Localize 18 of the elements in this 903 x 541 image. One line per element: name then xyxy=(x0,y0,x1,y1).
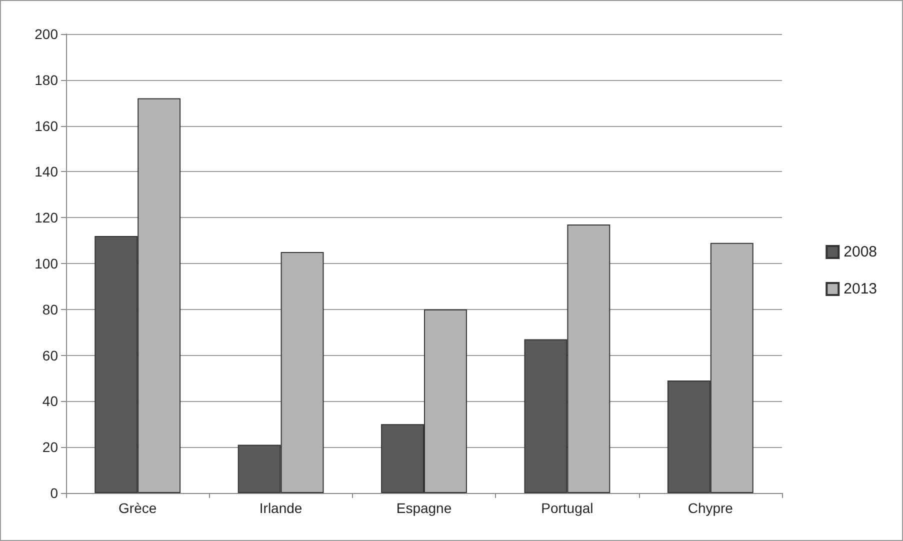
x-tick-label: Grèce xyxy=(118,500,157,516)
y-tick-label: 160 xyxy=(34,118,58,134)
y-tick-label: 80 xyxy=(42,301,58,318)
y-tick-label: 60 xyxy=(42,347,58,364)
y-tick-label: 20 xyxy=(42,439,58,456)
legend-label: 2013 xyxy=(844,280,878,298)
legend-label: 2008 xyxy=(844,244,878,260)
x-tick-label: Irlande xyxy=(259,500,302,516)
y-tick-label: 120 xyxy=(34,210,58,226)
x-tick-label: Espagne xyxy=(396,500,452,516)
y-tick-label: 0 xyxy=(50,485,58,501)
y-tick-label: 180 xyxy=(34,72,58,88)
x-tick-label: Portugal xyxy=(541,500,594,516)
y-tick-label: 40 xyxy=(42,393,58,410)
y-tick-label: 140 xyxy=(34,164,58,180)
y-tick-label: 100 xyxy=(34,256,58,272)
y-tick-label: 200 xyxy=(34,26,58,42)
x-tick-label: Chypre xyxy=(688,500,734,516)
